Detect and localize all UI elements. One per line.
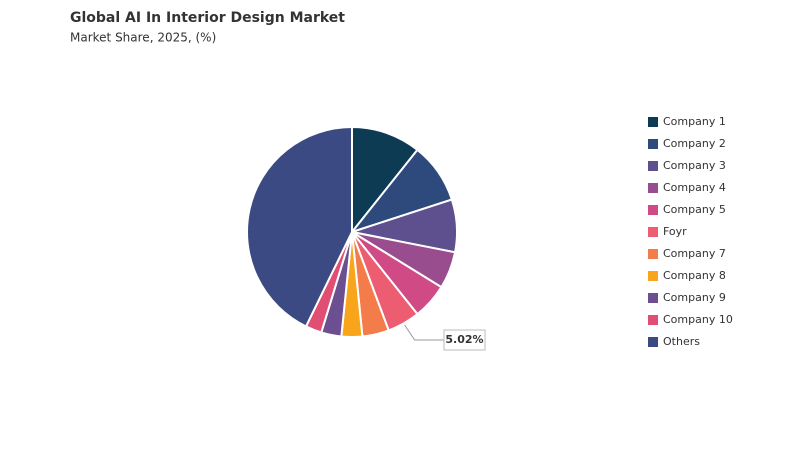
legend-label: Others — [663, 335, 700, 348]
legend-swatch — [648, 205, 658, 215]
legend-swatch — [648, 227, 658, 237]
legend-swatch — [648, 337, 658, 347]
legend-label: Company 5 — [663, 203, 726, 216]
pie-slice — [351, 125, 419, 235]
legend-label: Company 10 — [663, 313, 733, 326]
legend-swatch — [648, 183, 658, 193]
legend-label: Company 4 — [663, 181, 726, 194]
legend-label: Company 1 — [663, 115, 726, 128]
legend-swatch — [648, 249, 658, 259]
legend-swatch — [648, 315, 658, 325]
pie-slice — [246, 125, 353, 328]
legend-label: Company 9 — [663, 291, 726, 304]
legend-swatch — [648, 271, 658, 281]
legend-swatch — [648, 293, 658, 303]
chart-subtitle: Market Share, 2025, (%) — [70, 31, 216, 45]
legend-swatch — [648, 139, 658, 149]
value-label-box — [443, 329, 486, 351]
legend-swatch — [648, 117, 658, 127]
legend-label: Company 7 — [663, 247, 726, 260]
chart-title: Global AI In Interior Design Market — [70, 10, 345, 26]
legend-label: Foyr — [663, 225, 687, 238]
legend-swatch — [648, 161, 658, 171]
legend-label: Company 2 — [663, 137, 726, 150]
leader-line — [404, 324, 444, 341]
legend-label: Company 8 — [663, 269, 726, 282]
value-label: 5.02% — [445, 333, 483, 346]
legend-label: Company 3 — [663, 159, 726, 172]
